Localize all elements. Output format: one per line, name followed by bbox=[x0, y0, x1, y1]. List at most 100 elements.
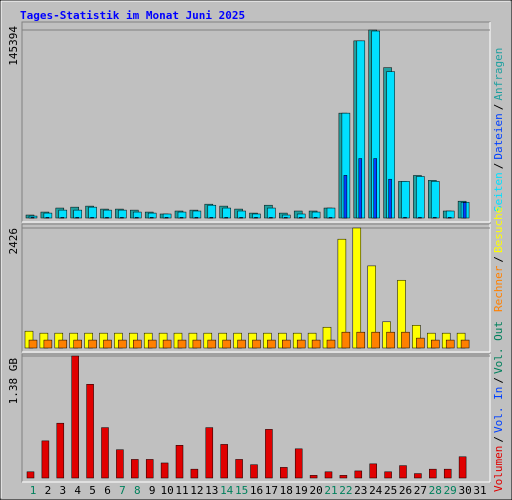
x-tick-label: 22 bbox=[339, 484, 352, 497]
bar bbox=[73, 209, 82, 219]
legend: Seiten / Dateien / Anfragen bbox=[492, 48, 505, 212]
bar bbox=[433, 217, 437, 219]
bar bbox=[41, 440, 50, 479]
bar bbox=[192, 210, 202, 219]
x-tick-label: 27 bbox=[414, 484, 427, 497]
bar bbox=[416, 176, 425, 219]
legend-separator: / bbox=[492, 256, 505, 263]
bar bbox=[160, 462, 169, 479]
x-tick-label: 16 bbox=[250, 484, 263, 497]
bar bbox=[401, 331, 410, 349]
x-tick-label: 1 bbox=[30, 484, 37, 497]
bar bbox=[45, 217, 50, 219]
x-tick-label: 19 bbox=[295, 484, 308, 497]
legend-item: Dateien bbox=[492, 113, 505, 159]
bar bbox=[131, 459, 139, 479]
x-tick-label: 30 bbox=[458, 484, 471, 497]
bar bbox=[192, 339, 202, 349]
bar bbox=[445, 210, 455, 219]
bar bbox=[337, 238, 347, 349]
bar bbox=[418, 217, 422, 219]
x-tick-label: 20 bbox=[309, 484, 322, 497]
bar bbox=[284, 217, 288, 219]
bar bbox=[237, 339, 246, 349]
bar bbox=[341, 331, 351, 349]
bar bbox=[105, 217, 109, 219]
bar bbox=[460, 339, 470, 349]
bar bbox=[254, 217, 258, 219]
bar bbox=[194, 217, 199, 219]
bar bbox=[429, 468, 437, 479]
x-tick-label: 31 bbox=[473, 484, 486, 497]
bar bbox=[239, 217, 243, 219]
bar bbox=[416, 337, 425, 349]
bar bbox=[147, 339, 157, 349]
bar bbox=[133, 339, 142, 349]
bar bbox=[205, 427, 214, 479]
bar bbox=[28, 339, 38, 349]
bar bbox=[88, 206, 97, 219]
x-tick-label: 5 bbox=[89, 484, 96, 497]
legend-item: Besuche bbox=[492, 207, 505, 253]
bar bbox=[116, 449, 124, 479]
bar bbox=[101, 427, 109, 479]
plot-area bbox=[21, 223, 491, 353]
bar bbox=[458, 456, 467, 479]
bar bbox=[282, 339, 291, 349]
bar bbox=[269, 217, 273, 219]
x-tick-label: 21 bbox=[324, 484, 337, 497]
legend-separator: / bbox=[492, 163, 505, 170]
bar bbox=[252, 339, 261, 349]
bar bbox=[30, 217, 35, 219]
x-tick-label: 23 bbox=[354, 484, 367, 497]
bar bbox=[162, 339, 172, 349]
bar bbox=[224, 217, 228, 219]
legend-item: Vol. In bbox=[492, 387, 505, 433]
bar bbox=[403, 217, 407, 219]
bar bbox=[369, 463, 377, 479]
bar bbox=[207, 339, 217, 349]
x-tick-label: 15 bbox=[235, 484, 248, 497]
bar bbox=[296, 339, 306, 349]
legend-separator: / bbox=[492, 436, 505, 443]
y-tick-label: 145394 bbox=[7, 26, 20, 66]
bar bbox=[309, 475, 318, 479]
legend-separator: / bbox=[492, 377, 505, 384]
x-tick-label: 29 bbox=[444, 484, 457, 497]
bar bbox=[222, 207, 231, 219]
bar bbox=[222, 339, 231, 349]
bar bbox=[294, 448, 303, 479]
bar bbox=[267, 339, 276, 349]
bar bbox=[56, 422, 65, 479]
bar bbox=[179, 217, 184, 219]
x-tick-label: 3 bbox=[59, 484, 66, 497]
bar bbox=[237, 210, 246, 219]
bar bbox=[447, 217, 452, 219]
bar bbox=[235, 459, 243, 479]
x-tick-label: 9 bbox=[149, 484, 156, 497]
x-tick-label: 13 bbox=[205, 484, 218, 497]
x-tick-label: 28 bbox=[429, 484, 442, 497]
x-tick-label: 17 bbox=[265, 484, 278, 497]
bar bbox=[88, 339, 97, 349]
bar bbox=[443, 468, 452, 479]
x-tick-label: 8 bbox=[134, 484, 141, 497]
bar bbox=[431, 339, 440, 349]
x-tick-label: 4 bbox=[74, 484, 81, 497]
bar bbox=[103, 209, 112, 219]
bar bbox=[58, 339, 68, 349]
bar bbox=[75, 217, 79, 219]
bar bbox=[43, 339, 53, 349]
bar bbox=[384, 471, 392, 479]
bar bbox=[118, 339, 127, 349]
bar bbox=[73, 339, 82, 349]
legend-separator: / bbox=[492, 104, 505, 111]
bar bbox=[373, 158, 377, 219]
bar bbox=[207, 204, 217, 219]
bar bbox=[177, 339, 187, 349]
plot-area bbox=[21, 21, 491, 223]
bar bbox=[328, 217, 333, 219]
x-tick-label: 7 bbox=[119, 484, 126, 497]
bar bbox=[118, 209, 127, 219]
